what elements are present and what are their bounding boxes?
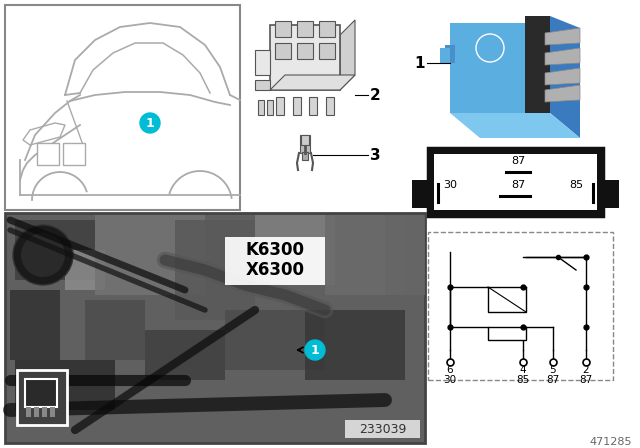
Bar [267, 100, 273, 115]
Polygon shape [550, 16, 580, 138]
Circle shape [21, 233, 65, 277]
Bar [385, 215, 425, 295]
Text: 87: 87 [511, 156, 525, 166]
Bar [255, 215, 335, 285]
Polygon shape [545, 28, 580, 45]
Text: 87: 87 [511, 180, 525, 190]
Bar [297, 43, 313, 59]
Text: 6: 6 [447, 365, 453, 375]
Text: 87: 87 [547, 375, 559, 385]
Bar [255, 50, 270, 75]
Bar [5, 5, 240, 210]
Polygon shape [270, 75, 355, 90]
Bar [319, 21, 335, 37]
Bar [293, 97, 301, 115]
Bar [301, 135, 309, 145]
Bar [17, 370, 67, 425]
Bar [255, 80, 270, 90]
Text: 2: 2 [370, 87, 381, 103]
Bar [225, 310, 325, 370]
Circle shape [305, 340, 325, 360]
Text: 233039: 233039 [359, 422, 406, 435]
Text: X6300: X6300 [246, 261, 305, 279]
Bar [145, 330, 225, 380]
Text: 4: 4 [520, 365, 526, 375]
Bar [15, 220, 95, 280]
Bar [603, 180, 619, 208]
Bar [85, 300, 145, 360]
Bar [95, 215, 205, 295]
Bar [309, 97, 317, 115]
Bar [488, 327, 526, 340]
Circle shape [140, 113, 160, 133]
Text: 30: 30 [444, 375, 456, 385]
Text: 1: 1 [146, 116, 154, 129]
Bar [325, 215, 405, 295]
Text: 471285: 471285 [589, 437, 632, 447]
Bar [302, 152, 308, 160]
Bar [15, 360, 115, 410]
Bar [275, 21, 291, 37]
Polygon shape [545, 48, 580, 65]
Bar [10, 290, 60, 360]
Text: 2: 2 [582, 365, 589, 375]
Bar [225, 237, 325, 285]
Polygon shape [525, 16, 550, 113]
Text: 3: 3 [370, 147, 381, 163]
Bar [326, 97, 334, 115]
Text: 1: 1 [310, 344, 319, 357]
Bar [175, 220, 255, 320]
Text: 1: 1 [415, 56, 425, 70]
Bar [26, 407, 31, 417]
Text: 85: 85 [569, 180, 583, 190]
Bar [300, 135, 310, 153]
Bar [50, 407, 55, 417]
Circle shape [13, 225, 73, 285]
Bar [445, 45, 455, 63]
Polygon shape [340, 20, 355, 90]
Bar [275, 43, 291, 59]
Bar [319, 43, 335, 59]
Bar [42, 407, 47, 417]
Bar [305, 310, 405, 380]
Bar [270, 25, 340, 90]
Polygon shape [545, 68, 580, 85]
Bar [65, 250, 105, 290]
Text: K6300: K6300 [246, 241, 305, 259]
Polygon shape [545, 85, 580, 102]
Bar [25, 379, 57, 407]
Bar [434, 154, 597, 210]
Bar [345, 420, 420, 438]
Bar [63, 143, 85, 165]
Bar [258, 100, 264, 115]
Bar [428, 148, 603, 216]
Text: 87: 87 [579, 375, 593, 385]
Bar [276, 97, 284, 115]
Text: 5: 5 [550, 365, 556, 375]
Bar [488, 287, 526, 312]
Text: 85: 85 [516, 375, 530, 385]
Bar [37, 143, 59, 165]
Polygon shape [450, 113, 580, 138]
Bar [428, 232, 613, 380]
Bar [297, 21, 313, 37]
Bar [34, 407, 39, 417]
Bar [440, 48, 450, 63]
Bar [412, 180, 428, 208]
Text: 30: 30 [443, 180, 457, 190]
Bar [450, 23, 550, 113]
Bar [5, 213, 425, 443]
